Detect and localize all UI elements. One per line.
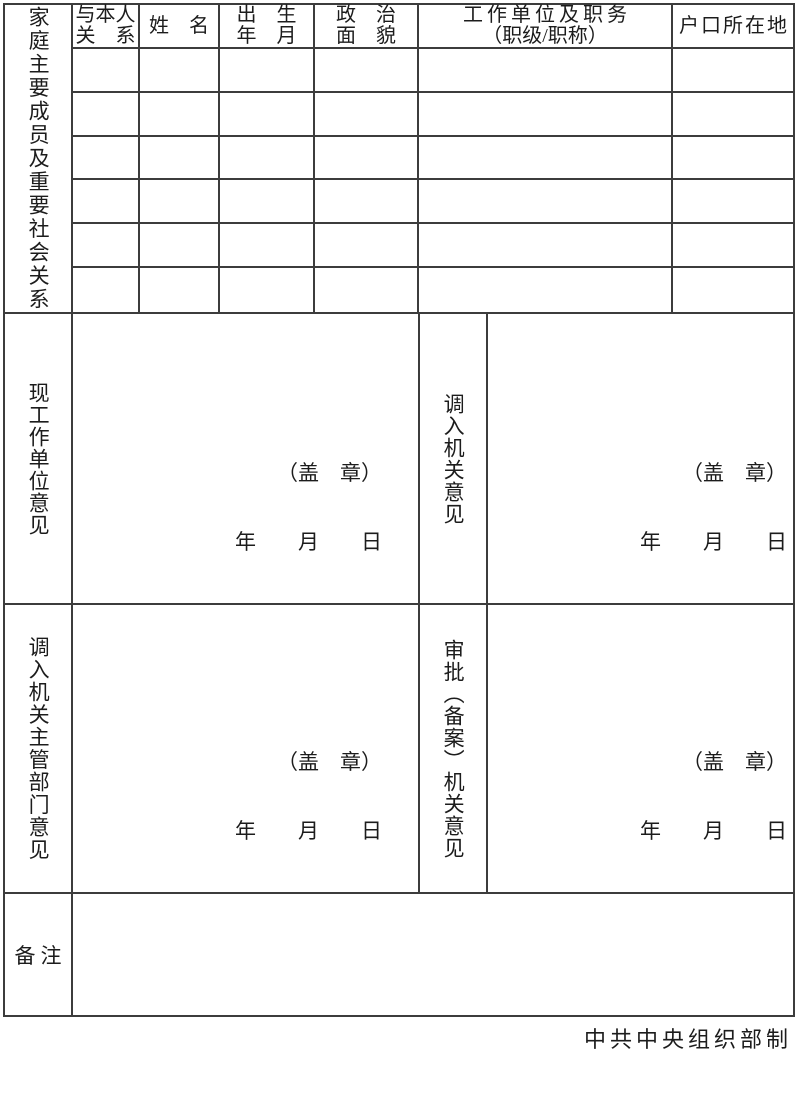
family-table-cell bbox=[140, 49, 220, 93]
family-table-cell bbox=[673, 180, 793, 225]
family-table-cell bbox=[315, 268, 419, 312]
family-table-cell bbox=[315, 224, 419, 269]
supervising-dept-opinion-area: （盖 章） 年 月 日 bbox=[73, 605, 420, 892]
transfer-in-opinion-area: （盖 章） 年 月 日 bbox=[488, 314, 793, 603]
family-table-cell bbox=[220, 224, 315, 269]
family-table-cell bbox=[220, 136, 315, 181]
approval-organ-stamp-block: （盖 章） 年 月 日 bbox=[640, 705, 787, 889]
family-table-cell bbox=[673, 92, 793, 137]
current-unit-stamp-block: （盖 章） 年 月 日 bbox=[235, 416, 382, 600]
header-cell-hukou: 户口所在地 bbox=[673, 5, 793, 49]
supervising-dept-stamp-block: （盖 章） 年 月 日 bbox=[235, 705, 382, 889]
family-table-cell bbox=[419, 49, 673, 93]
header-cell-politics: 政 治 面 貌 bbox=[315, 5, 419, 49]
family-table-cell bbox=[140, 180, 220, 225]
family-table-cell bbox=[419, 92, 673, 137]
date-placeholder: 年 月 日 bbox=[640, 819, 787, 843]
opinion-row-1: 现工作单位意见 （盖 章） 年 月 日 调入机关意见 （盖 章） 年 月 日 bbox=[5, 314, 793, 605]
remarks-content-area bbox=[73, 894, 793, 1015]
header-cell-name: 姓 名 bbox=[140, 5, 220, 49]
current-unit-opinion-area: （盖 章） 年 月 日 bbox=[73, 314, 420, 603]
family-table-cell bbox=[419, 224, 673, 269]
family-table-cell bbox=[73, 136, 140, 181]
family-table-cell bbox=[220, 180, 315, 225]
seal-placeholder: （盖 章） bbox=[277, 461, 382, 485]
family-table-cell bbox=[315, 92, 419, 137]
approval-organ-opinion-label-cell: 审批（备案）机关意见 bbox=[420, 605, 488, 892]
remarks-label: 备注 bbox=[14, 943, 67, 968]
current-unit-opinion-label: 现工作单位意见 bbox=[26, 381, 51, 536]
family-table-cell bbox=[220, 49, 315, 93]
family-table-cell bbox=[419, 136, 673, 181]
approval-organ-opinion-area: （盖 章） 年 月 日 bbox=[488, 605, 793, 892]
family-table-cell bbox=[140, 268, 220, 312]
family-table-cell bbox=[315, 136, 419, 181]
header-cell-birth: 出 生 年 月 bbox=[220, 5, 315, 49]
transfer-in-stamp-block: （盖 章） 年 月 日 bbox=[640, 416, 787, 600]
family-table-cell bbox=[73, 49, 140, 93]
date-placeholder: 年 月 日 bbox=[235, 819, 382, 843]
form-issuer: 中共中央组织部制 bbox=[583, 1027, 792, 1052]
family-table-cell bbox=[673, 224, 793, 269]
family-table-cell bbox=[220, 92, 315, 137]
family-table-cell bbox=[140, 224, 220, 269]
family-table-cell bbox=[73, 92, 140, 137]
date-placeholder: 年 月 日 bbox=[640, 530, 787, 554]
family-table-cell bbox=[73, 224, 140, 269]
family-table-cell bbox=[315, 180, 419, 225]
transfer-in-opinion-label-cell: 调入机关意见 bbox=[420, 314, 488, 603]
family-section-label-cell: 家庭主要成员及重要社会关系 bbox=[5, 5, 73, 312]
supervising-dept-opinion-label-cell: 调入机关主管部门意见 bbox=[5, 605, 73, 892]
family-table-cell bbox=[220, 268, 315, 312]
family-table-cell bbox=[419, 180, 673, 225]
family-table-cell bbox=[73, 180, 140, 225]
supervising-dept-opinion-label: 调入机关主管部门意见 bbox=[26, 636, 51, 861]
remarks-label-cell: 备注 bbox=[5, 894, 73, 1015]
seal-placeholder: （盖 章） bbox=[682, 750, 787, 774]
family-table-cell bbox=[140, 136, 220, 181]
family-table-cell bbox=[419, 268, 673, 312]
family-table-cell bbox=[315, 49, 419, 93]
family-members-table: 与本人 关 系 姓 名 出 生 年 月 政 治 面 貌 工作单位及职务 （职级/… bbox=[73, 5, 793, 312]
opinion-row-2: 调入机关主管部门意见 （盖 章） 年 月 日 审批（备案）机关意见 （盖 章） … bbox=[5, 605, 793, 894]
seal-placeholder: （盖 章） bbox=[277, 750, 382, 774]
cadre-transfer-form: 家庭主要成员及重要社会关系 与本人 关 系 姓 名 出 生 年 月 政 治 面 … bbox=[3, 3, 795, 1017]
seal-placeholder: （盖 章） bbox=[682, 461, 787, 485]
family-table-cell bbox=[140, 92, 220, 137]
header-cell-relation: 与本人 关 系 bbox=[73, 5, 140, 49]
date-placeholder: 年 月 日 bbox=[235, 530, 382, 554]
transfer-in-opinion-label: 调入机关意见 bbox=[441, 392, 466, 525]
approval-organ-opinion-label: 审批（备案）机关意见 bbox=[441, 638, 466, 859]
family-table-cell bbox=[73, 268, 140, 312]
current-unit-opinion-label-cell: 现工作单位意见 bbox=[5, 314, 73, 603]
family-table-cell bbox=[673, 49, 793, 93]
header-cell-work-unit: 工作单位及职务 （职级/职称） bbox=[419, 5, 673, 49]
family-section-label: 家庭主要成员及重要社会关系 bbox=[26, 5, 51, 312]
family-table-cell bbox=[673, 268, 793, 312]
remarks-section: 备注 bbox=[5, 894, 793, 1015]
family-members-section: 家庭主要成员及重要社会关系 与本人 关 系 姓 名 出 生 年 月 政 治 面 … bbox=[5, 5, 793, 314]
family-table-cell bbox=[673, 136, 793, 181]
